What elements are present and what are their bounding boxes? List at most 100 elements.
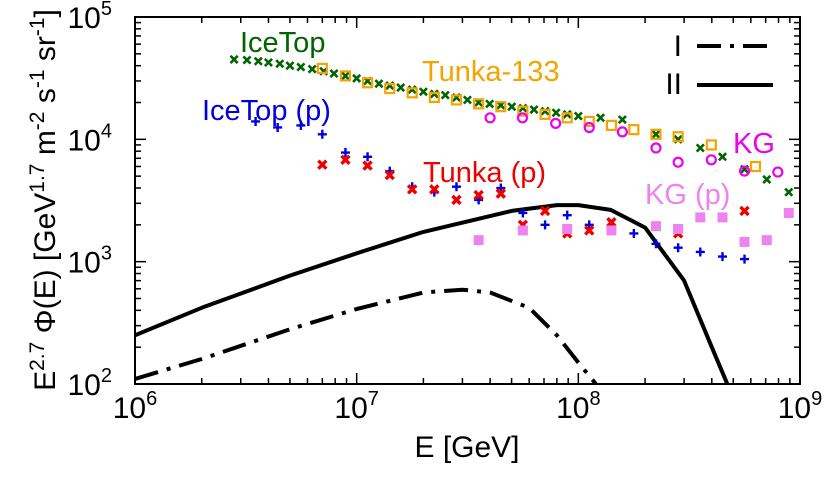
marker-icetop	[617, 115, 627, 125]
marker-tunka-133	[450, 94, 463, 106]
y-tick-label: 102	[68, 365, 113, 402]
marker-icetop	[407, 85, 417, 95]
marker-tunka-133	[517, 105, 529, 117]
marker-tunka-133	[339, 70, 352, 82]
marker-tunka-133	[316, 62, 328, 75]
marker-kg	[516, 112, 529, 124]
marker-tunka-p	[606, 217, 617, 228]
model-curves	[135, 203, 730, 384]
marker-kg-p	[517, 225, 528, 236]
marker-tunka-133	[384, 82, 396, 95]
data-markers	[229, 54, 794, 264]
x-tick-label: 108	[556, 388, 601, 425]
marker-icetop-p	[584, 220, 594, 230]
marker-icetop	[573, 111, 583, 121]
marker-icetop	[717, 152, 728, 162]
marker-icetop-p	[740, 254, 750, 264]
marker-kg-p	[562, 223, 573, 234]
marker-icetop-p	[317, 129, 327, 139]
legend-label-ii: II	[665, 68, 682, 101]
marker-kg-p	[695, 212, 706, 223]
marker-kg	[550, 117, 562, 129]
marker-icetop	[374, 79, 384, 89]
annotation-kg-p: KG (p)	[645, 179, 730, 211]
x-tick-label: 109	[778, 388, 823, 425]
annotation-icetop: IceTop	[240, 27, 325, 59]
x-tick-label: 106	[113, 388, 158, 425]
curve-ii	[135, 203, 730, 384]
marker-tunka-133	[705, 139, 717, 151]
marker-tunka-p	[473, 189, 484, 201]
marker-tunka-p	[584, 225, 595, 236]
marker-icetop	[551, 108, 561, 118]
marker-tunka-p	[739, 205, 750, 217]
marker-icetop	[307, 64, 317, 74]
marker-icetop	[253, 56, 263, 66]
marker-icetop-p	[363, 152, 373, 162]
marker-tunka-133	[583, 115, 595, 128]
marker-icetop-p	[562, 210, 572, 220]
marker-icetop-p	[540, 220, 550, 230]
marker-icetop	[507, 102, 517, 112]
marker-icetop	[275, 59, 285, 69]
marker-icetop	[540, 106, 550, 116]
marker-icetop	[396, 83, 406, 93]
marker-kg-p	[473, 235, 484, 246]
marker-tunka-133	[539, 108, 551, 120]
marker-tunka-p	[406, 184, 418, 195]
marker-icetop	[352, 73, 362, 83]
marker-icetop	[784, 187, 794, 197]
annotation-kg: KG	[733, 128, 775, 160]
plot-frame	[134, 16, 801, 385]
marker-tunka-133	[561, 112, 573, 124]
marker-icetop-p	[695, 247, 705, 257]
marker-icetop-p	[340, 148, 350, 158]
marker-icetop	[462, 95, 472, 105]
marker-tunka-p	[317, 159, 328, 170]
marker-tunka-p	[340, 154, 351, 166]
x-axis-title: E [GeV]	[414, 431, 519, 464]
y-tick-label: 103	[68, 243, 113, 280]
marker-icetop-p	[651, 239, 661, 249]
marker-icetop	[418, 87, 428, 97]
marker-tunka-p	[384, 169, 395, 181]
marker-tunka-133	[650, 128, 662, 140]
marker-kg	[772, 166, 784, 178]
marker-icetop	[485, 99, 495, 109]
marker-tunka-133	[628, 124, 640, 136]
marker-tunka-133	[749, 160, 762, 173]
marker-icetop	[440, 90, 450, 100]
marker-kg-p	[717, 212, 728, 223]
marker-kg-p	[761, 235, 772, 246]
marker-tunka-p	[539, 205, 551, 217]
marker-icetop	[329, 69, 339, 79]
marker-icetop	[229, 54, 239, 64]
marker-icetop-p	[717, 252, 727, 262]
marker-icetop	[695, 143, 705, 153]
marker-kg	[672, 156, 684, 168]
marker-icetop-p	[673, 243, 683, 253]
marker-tunka-133	[495, 101, 507, 113]
marker-tunka-133	[428, 91, 440, 104]
marker-icetop-p	[251, 116, 261, 126]
y-axis-title: E2.7 Φ(E) [GeV1.7 m-2 s-1 sr-1]	[26, 9, 63, 391]
marker-tunka-p	[429, 184, 440, 195]
marker-tunka-133	[605, 119, 618, 131]
marker-tunka-133	[361, 77, 374, 89]
marker-icetop-p	[451, 182, 461, 192]
marker-tunka-133	[672, 131, 684, 143]
tick-labels: 106 107 108 109 102 103 104 105	[68, 0, 823, 425]
marker-kg	[583, 121, 595, 134]
marker-icetop	[285, 61, 295, 71]
legend-label-i: I	[674, 30, 682, 63]
series-annotations: IceTop Tunka-133 IceTop (p) Tunka (p) KG…	[202, 27, 775, 211]
marker-icetop	[762, 174, 772, 184]
annotation-tunka-p: Tunka (p)	[423, 157, 546, 189]
marker-icetop	[263, 57, 273, 67]
marker-kg	[738, 165, 751, 177]
marker-kg-p	[739, 236, 750, 247]
marker-kg	[484, 112, 496, 124]
marker-kg-p	[783, 207, 794, 218]
marker-icetop-p	[518, 208, 528, 218]
